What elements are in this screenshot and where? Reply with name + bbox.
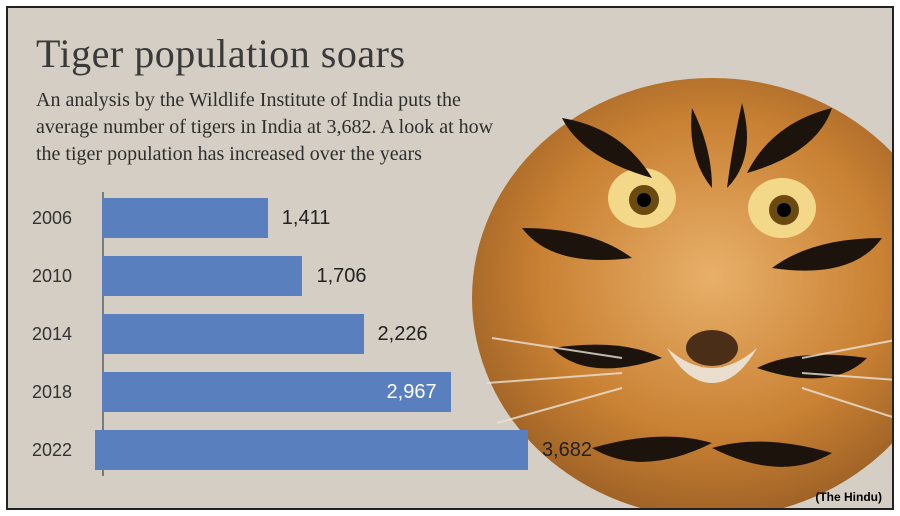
year-label: 2014	[32, 324, 102, 345]
bar-track: 1,411	[102, 198, 592, 238]
bar-track: 3,682	[95, 430, 592, 470]
chart-row: 2006 1,411	[32, 192, 592, 244]
infographic-frame: Tiger population soars An analysis by th…	[6, 6, 894, 510]
tiger-population-chart: 2006 1,411 2010 1,706 2014 2,226 2018 2,967 2022…	[32, 192, 592, 476]
source-credit: (The Hindu)	[815, 490, 882, 504]
bar	[102, 314, 364, 354]
value-label: 1,411	[282, 207, 331, 230]
content-area: Tiger population soars An analysis by th…	[8, 8, 892, 492]
bar-track: 1,706	[102, 256, 592, 296]
chart-row: 2010 1,706	[32, 250, 592, 302]
year-label: 2022	[32, 440, 95, 461]
value-label: 3,682	[542, 439, 592, 462]
chart-row: 2018 2,967	[32, 366, 592, 418]
value-label: 1,706	[316, 265, 366, 288]
bar-track: 2,226	[102, 314, 592, 354]
year-label: 2010	[32, 266, 102, 287]
bar: 2,967	[102, 372, 451, 412]
year-label: 2018	[32, 382, 102, 403]
chart-row: 2014 2,226	[32, 308, 592, 360]
bar-track: 2,967	[102, 372, 592, 412]
year-label: 2006	[32, 208, 102, 229]
bar	[102, 198, 268, 238]
bar	[102, 256, 302, 296]
bar	[95, 430, 528, 470]
value-label: 2,226	[378, 323, 428, 346]
infographic-subtitle: An analysis by the Wildlife Institute of…	[36, 87, 506, 168]
chart-row: 2022 3,682	[32, 424, 592, 476]
infographic-title: Tiger population soars	[36, 30, 864, 77]
value-label: 2,967	[387, 381, 437, 404]
